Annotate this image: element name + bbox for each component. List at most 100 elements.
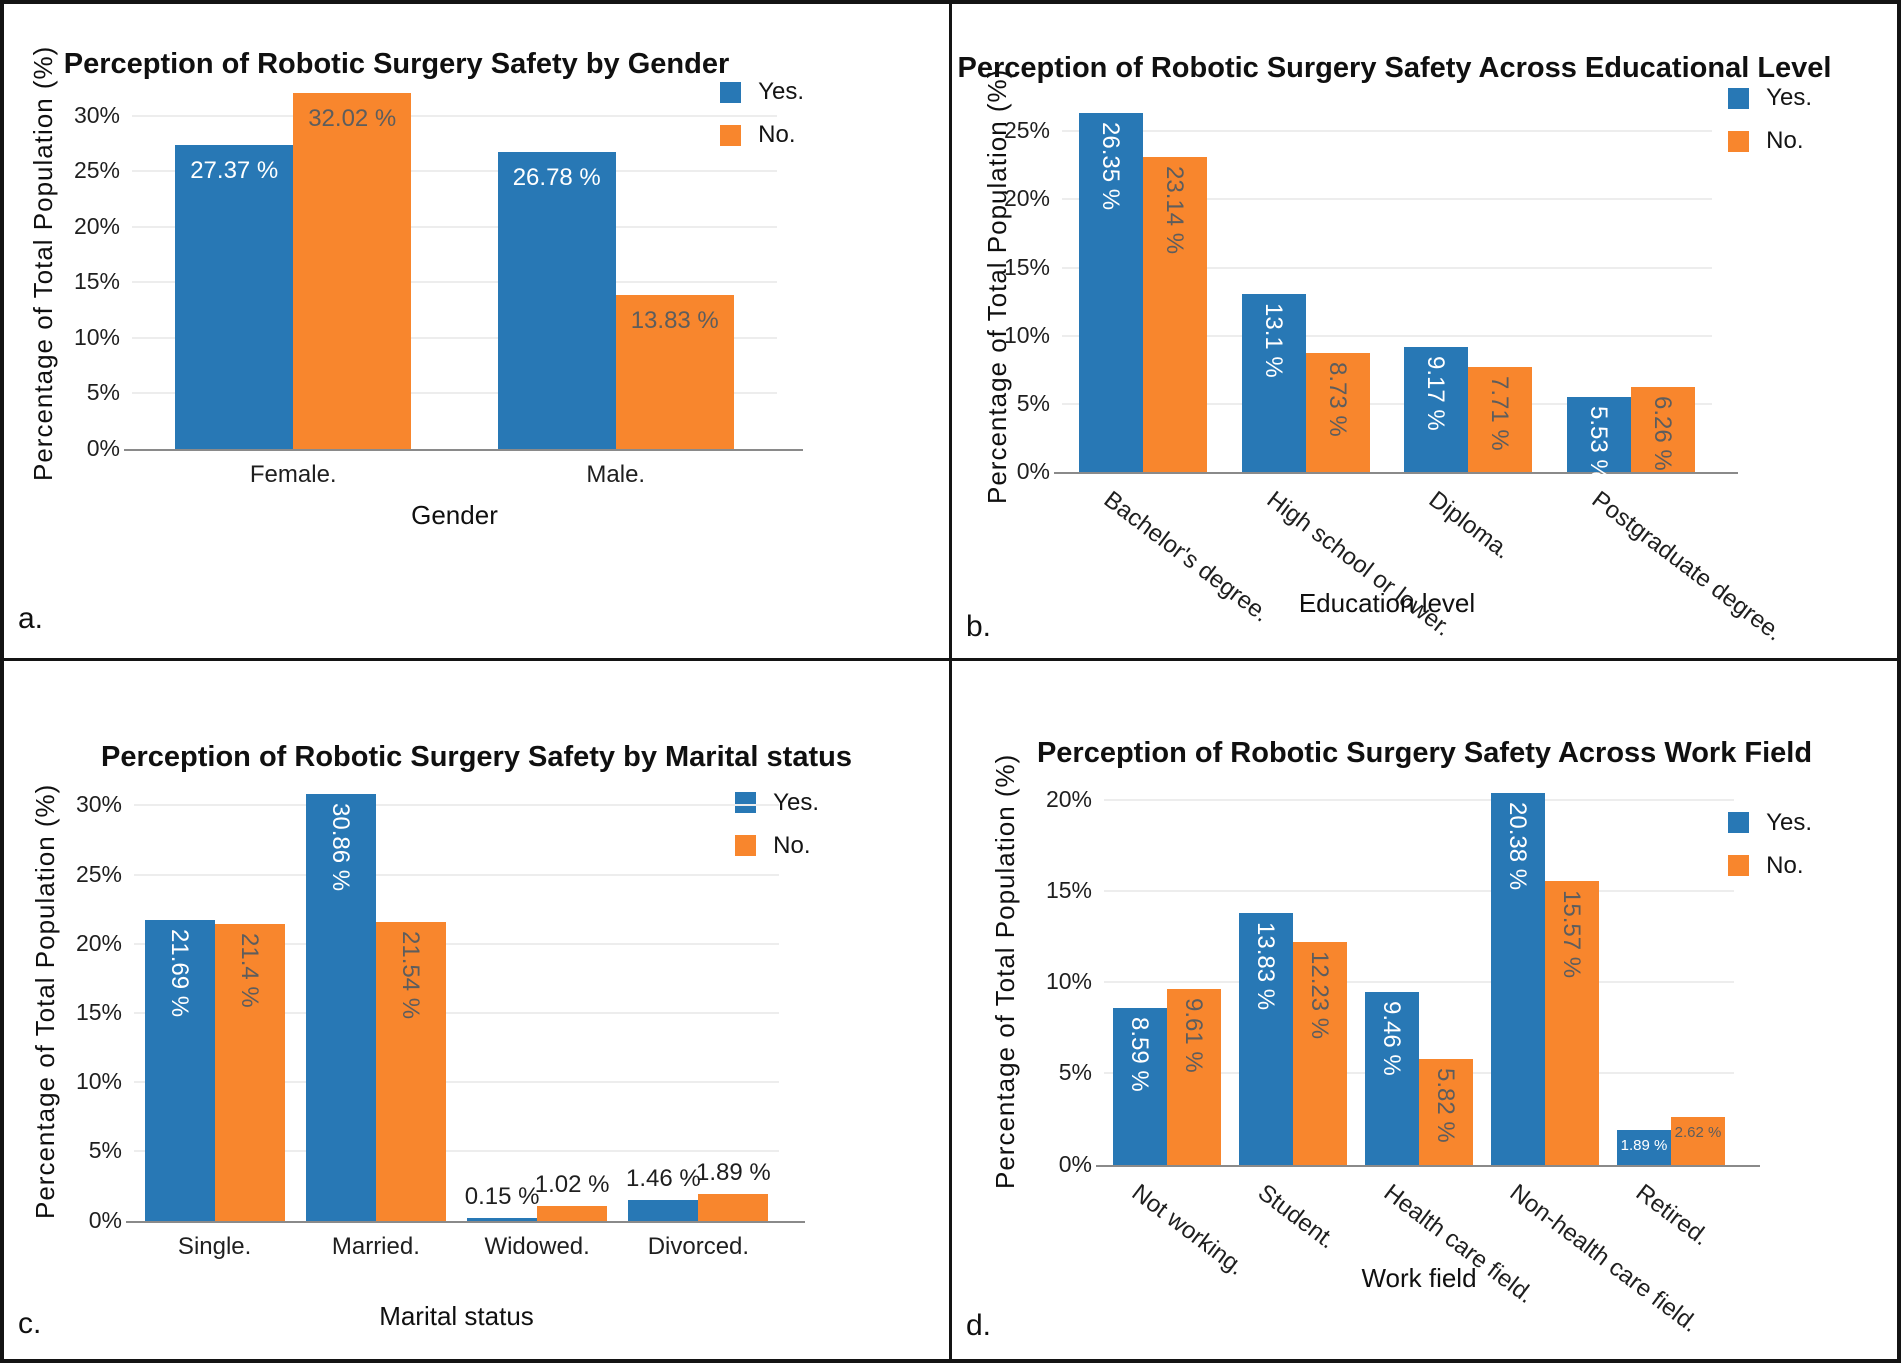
bar-groups: 21.69 % 21.4 % Single. 30.86 % 21.54 % Marrie… bbox=[134, 781, 779, 1260]
bar-value-label: 2.62 % bbox=[1674, 1123, 1722, 1141]
bar: 1.02 % bbox=[535, 1171, 609, 1221]
bar: 21.4 % bbox=[214, 924, 285, 1221]
bar-group: 9.46 % 5.82 % Health care field. bbox=[1365, 992, 1539, 1308]
bar-value-label: 6.26 % bbox=[1648, 395, 1676, 471]
panel-gender: Perception of Robotic Surgery Safety by … bbox=[4, 4, 949, 658]
x-axis-line bbox=[1096, 1164, 1760, 1167]
gridline bbox=[134, 942, 779, 945]
x-category-label: Divorced. bbox=[647, 1232, 750, 1260]
panel-letter: c. bbox=[18, 1307, 42, 1340]
bar-value-label: 9.46 % bbox=[1378, 1001, 1405, 1076]
gridline bbox=[132, 114, 777, 117]
x-category-label: Student. bbox=[1252, 1178, 1341, 1254]
bar-value-label: 13.83 % bbox=[1252, 921, 1279, 1010]
bar-group: 21.69 % 21.4 % Single. bbox=[144, 920, 285, 1260]
gridline bbox=[132, 170, 777, 173]
bar-group: 13.83 % 12.23 % Student. bbox=[1239, 912, 1347, 1254]
y-axis-label: Percentage of Total Population (%) bbox=[990, 752, 1020, 1189]
y-tick-label: 20% bbox=[1003, 185, 1050, 212]
bar-group: 26.78 % 13.83 % Male. bbox=[497, 151, 734, 488]
y-tick-label: 15% bbox=[1045, 877, 1092, 904]
y-tick-label: 5% bbox=[1058, 1059, 1092, 1086]
legend-item-no: No. bbox=[720, 121, 804, 149]
bar-value-label: 27.37 % bbox=[190, 157, 279, 185]
x-category-label: Female. bbox=[249, 461, 337, 488]
y-tick-label: 20% bbox=[73, 212, 120, 239]
bar-groups: 27.37 % 32.02 % Female. 26.78 % 13.83 % Male. bbox=[132, 77, 777, 488]
gridline bbox=[132, 225, 777, 228]
bar: 8.73 % bbox=[1305, 353, 1370, 472]
x-category-label: Male. bbox=[586, 461, 646, 488]
legend-label-yes: Yes. bbox=[773, 788, 819, 816]
x-category-label: Widowed. bbox=[484, 1232, 590, 1260]
legend-label-yes: Yes. bbox=[1766, 808, 1812, 836]
bar-value-label: 1.89 % bbox=[1620, 1137, 1668, 1155]
bar: 1.89 % bbox=[696, 1159, 771, 1221]
panel-letter: a. bbox=[18, 601, 44, 635]
panel-marital-status: Perception of Robotic Surgery Safety by … bbox=[4, 660, 949, 1359]
y-tick-label: 5% bbox=[86, 379, 120, 406]
plot-area: 0% 5% 10% 15% 20% 8.59 % 9.61 % Not working. 13.… bbox=[1046, 777, 1760, 1337]
legend-label-no: No. bbox=[1766, 127, 1804, 154]
gridline bbox=[132, 392, 777, 395]
legend-item-yes: Yes. bbox=[1728, 84, 1812, 112]
chart-title: Perception of Robotic Surgery Safety Acr… bbox=[1036, 736, 1813, 769]
panel-education: Perception of Robotic Surgery Safety Acr… bbox=[952, 4, 1897, 658]
bar: 0.15 % bbox=[465, 1183, 539, 1221]
legend-label-no: No. bbox=[1766, 851, 1804, 879]
gridline bbox=[1062, 266, 1712, 269]
y-tick-label: 10% bbox=[1045, 968, 1092, 995]
x-category-label: Single. bbox=[177, 1232, 252, 1260]
bar-groups: 8.59 % 9.61 % Not working. 13.83 % 12.23 % St… bbox=[1104, 777, 1734, 1337]
bar-value-label: 15.57 % bbox=[1558, 889, 1585, 978]
panel-letter: d. bbox=[966, 1309, 992, 1342]
bar: 5.53 % bbox=[1566, 396, 1631, 480]
bar: 27.37 % bbox=[175, 145, 294, 449]
x-axis-label: Work field bbox=[1361, 1262, 1477, 1293]
legend-item-yes: Yes. bbox=[720, 78, 804, 106]
bar-value-label: 21.54 % bbox=[396, 931, 424, 1020]
bar-value-label: 1.02 % bbox=[534, 1171, 610, 1199]
y-tick-label: 30% bbox=[75, 791, 122, 818]
y-tick-label: 0% bbox=[1016, 458, 1050, 484]
y-axis-label: Percentage of Total Population (%) bbox=[28, 45, 58, 481]
x-category-label: Postgraduate degree. bbox=[1586, 486, 1787, 647]
x-axis-line bbox=[126, 1220, 805, 1223]
bar-value-label: 1.89 % bbox=[696, 1159, 771, 1187]
bar: 9.46 % bbox=[1365, 992, 1419, 1165]
panel-letter: b. bbox=[966, 609, 992, 643]
bar: 1.89 % bbox=[1617, 1130, 1671, 1165]
bar-value-label: 13.1 % bbox=[1259, 302, 1287, 378]
bar: 7.71 % bbox=[1468, 366, 1533, 472]
gridline bbox=[134, 873, 779, 876]
plot-area: 0% 5% 10% 15% 20% 25% 26.35 % 23.14 % Bachelor's… bbox=[1004, 100, 1787, 646]
bar-group: 26.35 % 23.14 % Bachelor's degree. bbox=[1079, 112, 1274, 628]
legend-label-yes: Yes. bbox=[1766, 84, 1812, 111]
bar-group: 9.17 % 7.71 % Diploma. bbox=[1404, 347, 1533, 565]
gridline bbox=[1104, 799, 1734, 802]
gridline bbox=[1062, 130, 1712, 133]
x-axis-line bbox=[124, 449, 803, 451]
legend-label-yes: Yes. bbox=[758, 78, 804, 105]
y-tick-label: 25% bbox=[1003, 117, 1050, 144]
y-tick-label: 5% bbox=[1016, 389, 1050, 416]
bar-value-label: 32.02 % bbox=[308, 105, 397, 133]
bar-value-label: 26.78 % bbox=[512, 163, 601, 191]
legend-item-yes: Yes. bbox=[1728, 809, 1812, 837]
bar-value-label: 5.53 % bbox=[1584, 405, 1612, 481]
bar-group: 8.59 % 9.61 % Not working. bbox=[1113, 989, 1250, 1280]
legend-swatch-yes-icon bbox=[1728, 812, 1750, 834]
bar: 13.1 % bbox=[1241, 293, 1306, 472]
bar-group: 1.89 % 2.62 % Retired. bbox=[1617, 1116, 1725, 1251]
bar-groups: 26.35 % 23.14 % Bachelor's degree. 13.1 % 8.… bbox=[1062, 100, 1787, 646]
chart-title: Perception of Robotic Surgery Safety by … bbox=[101, 740, 852, 773]
bar: 6.26 % bbox=[1630, 386, 1695, 472]
y-tick-label: 0% bbox=[88, 1206, 122, 1233]
bar-group: 27.37 % 32.02 % Female. bbox=[175, 93, 412, 488]
bar-value-label: 12.23 % bbox=[1306, 950, 1333, 1039]
gridline bbox=[1104, 890, 1734, 893]
x-axis-label: Gender bbox=[411, 500, 498, 530]
y-tick-label: 10% bbox=[1003, 321, 1050, 348]
gridline bbox=[1062, 402, 1712, 405]
